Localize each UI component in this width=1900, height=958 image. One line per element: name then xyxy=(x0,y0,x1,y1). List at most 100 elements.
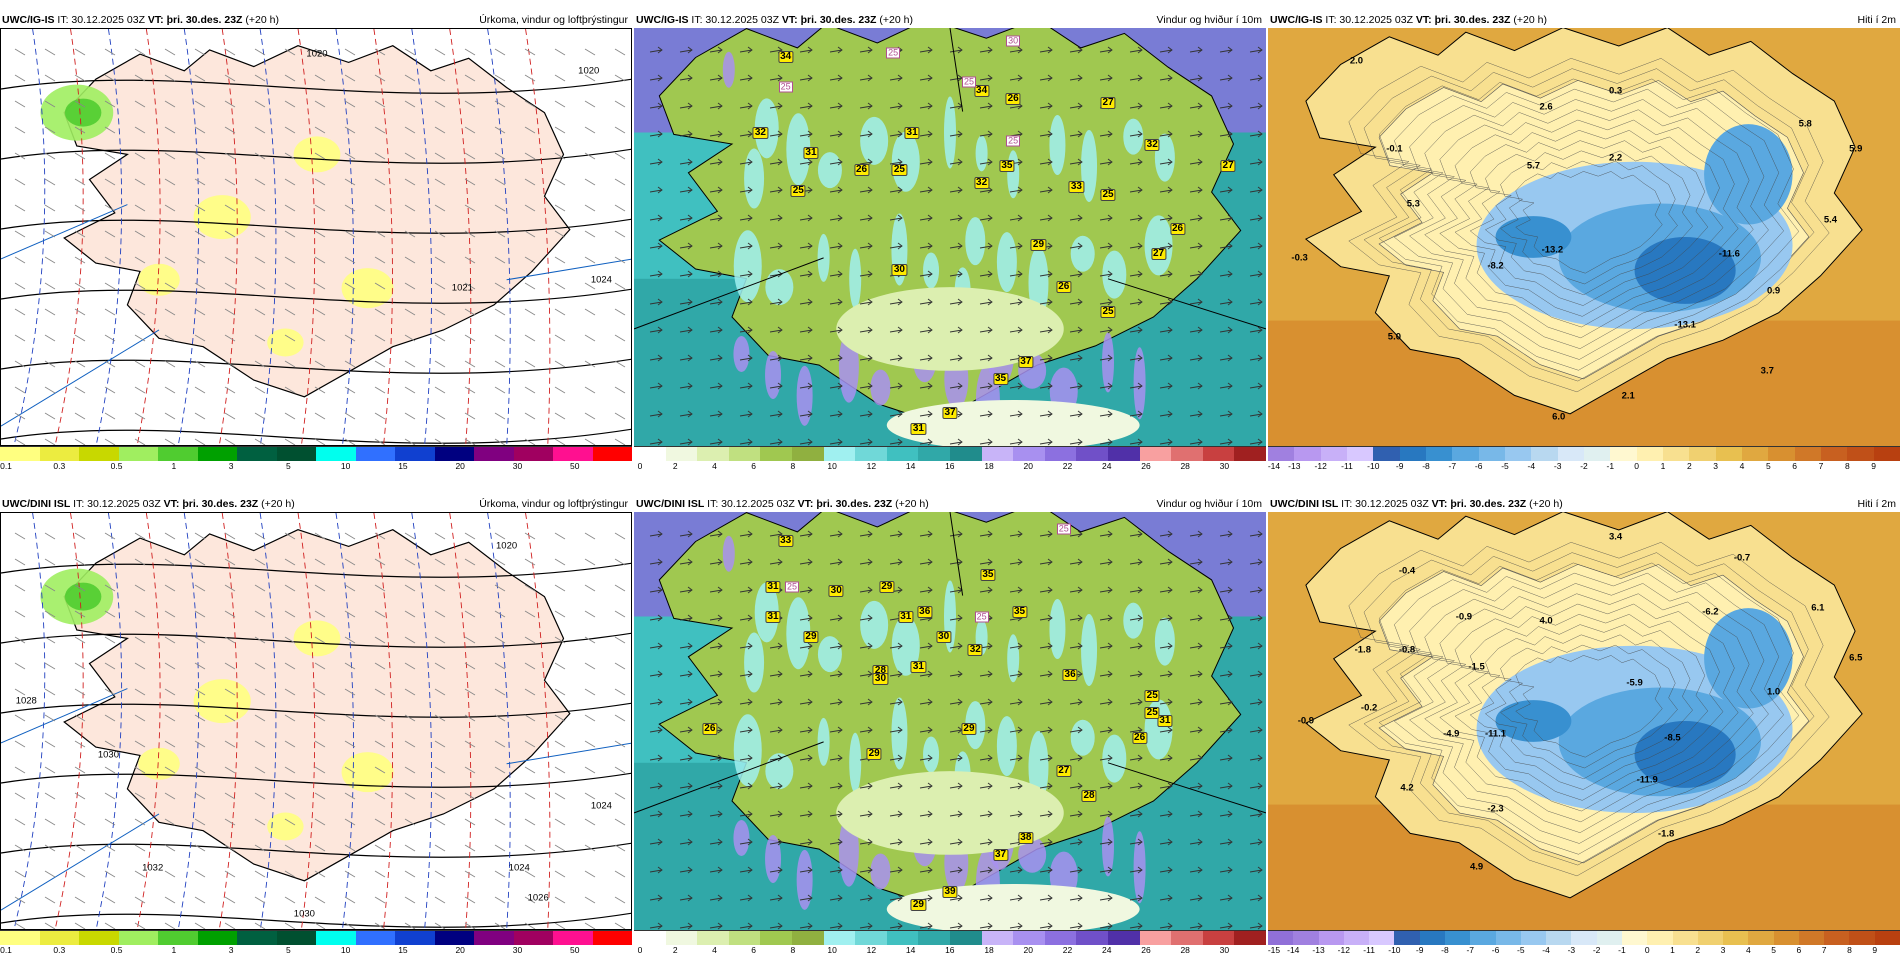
colorbar-swatch xyxy=(665,931,698,945)
colorbar-tick: -4 xyxy=(1527,461,1536,471)
colorbar-swatch xyxy=(1293,931,1319,945)
contour-label: 25 xyxy=(778,81,793,93)
colorbar-swatch xyxy=(1610,447,1637,461)
colorbar-tick: 4 xyxy=(1745,945,1751,955)
map-canvas xyxy=(1,29,631,445)
gust-label: 37 xyxy=(992,848,1009,861)
header-header_lead: (+20 h) xyxy=(1529,498,1563,510)
colorbar-swatch xyxy=(634,447,666,461)
isobar-label: 1020 xyxy=(578,65,600,77)
colorbar-swatch xyxy=(0,931,40,945)
temperature-label: 4.0 xyxy=(1539,615,1553,627)
map-area[interactable]: 34 32 31 25 26 25 31 34 26 27 32 27 35 32 33 25 30 29 26 27… xyxy=(634,28,1266,446)
colorbar-swatch xyxy=(1369,931,1395,945)
colorbar-swatch xyxy=(918,447,950,461)
panel-p3: UWC/IG-IS IT: 30.12.2025 03Z VT: þri. 30… xyxy=(1268,12,1900,474)
colorbar-swatch xyxy=(316,931,356,945)
colorbar-tick: 0.5 xyxy=(110,461,123,471)
header-header_vt_label: VT: xyxy=(797,498,814,510)
colorbar-tick: 22 xyxy=(1062,461,1073,471)
colorbar-tick: -11 xyxy=(1341,461,1353,471)
contour-label: 25 xyxy=(974,611,989,622)
gust-label: 29 xyxy=(866,748,882,761)
temperature-label: -11.9 xyxy=(1636,774,1658,786)
temperature-label: 6.1 xyxy=(1811,602,1825,614)
colorbar-swatch xyxy=(697,931,729,945)
colorbar-tick: 26 xyxy=(1141,945,1151,955)
colorbar-tick: 2 xyxy=(672,461,678,471)
colorbar-tick: 3 xyxy=(1713,461,1719,471)
temperature-label: -4.9 xyxy=(1443,728,1460,740)
field-title: Vindur og hviður í 10m xyxy=(1156,498,1262,510)
header-header_vt_label: VT: xyxy=(1431,498,1448,510)
colorbar-tick: 18 xyxy=(984,461,994,471)
temperature-label: 1.0 xyxy=(1766,686,1781,698)
gust-label: 36 xyxy=(917,606,933,619)
temperature-label: -0.7 xyxy=(1733,552,1751,564)
gust-label: 31 xyxy=(904,126,920,139)
colorbar-swatch xyxy=(1399,447,1426,461)
colorbar-swatch xyxy=(434,931,474,945)
colorbar-tick: 15 xyxy=(398,461,408,471)
temperature-label: 3.4 xyxy=(1608,531,1623,543)
colorbar-tick: 20 xyxy=(1023,461,1033,471)
gust-label: 26 xyxy=(853,164,870,177)
map-canvas xyxy=(1268,28,1900,446)
map-area[interactable]: 1020 1020 1024 1021 xyxy=(0,28,632,446)
colorbar-tick: -7 xyxy=(1466,945,1475,955)
colorbar-tick: 7 xyxy=(1821,945,1827,955)
colorbar-swatch xyxy=(118,447,158,461)
colorbar-tick: 10 xyxy=(340,461,351,471)
temperature-label: -5.9 xyxy=(1626,677,1643,689)
field-title: Vindur og hviður í 10m xyxy=(1156,14,1262,26)
gust-label: 35 xyxy=(980,568,996,581)
run-info: UWC/DINI ISL IT: 30.12.2025 03Z VT: þri.… xyxy=(1270,496,1563,512)
gust-label: 31 xyxy=(1157,715,1173,727)
colorbar-swatch xyxy=(1820,447,1848,461)
colorbar-tick: -12 xyxy=(1314,461,1327,471)
colorbar-swatch xyxy=(197,447,237,461)
gust-label: 31 xyxy=(765,581,781,594)
colorbar-swatch xyxy=(886,447,919,461)
map-area[interactable]: 3.4 -0.4 -0.7 -0.9 4.0 -6.2 6.1 -1.8 -0.8 -1.5 6.5… xyxy=(1268,512,1900,930)
contour-label: 30 xyxy=(1006,35,1021,47)
colorbar-swatch xyxy=(1504,447,1532,461)
colorbar-swatch xyxy=(1520,931,1547,945)
colorbar-tick: 18 xyxy=(984,945,994,955)
colorbar-swatch xyxy=(981,447,1014,461)
colorbar-swatch xyxy=(79,447,119,461)
gust-label: 26 xyxy=(1132,731,1148,744)
colorbar-swatch xyxy=(1013,931,1045,945)
gust-label: 27 xyxy=(1150,247,1167,260)
header-header_lead: (+20 h) xyxy=(245,14,279,26)
colorbar-tick: 7 xyxy=(1818,461,1824,471)
colorbar-tick: 1 xyxy=(1660,461,1666,471)
colorbar-swatch xyxy=(1697,931,1724,945)
colorbar-swatch xyxy=(1268,447,1295,461)
colorbar-swatch xyxy=(1847,447,1874,461)
colorbar-ticks: 0.1 0.3 0.5 1 3 5 10 15 20 30 50 xyxy=(0,945,632,955)
colorbar-tick: 30 xyxy=(512,945,523,955)
header-header_it: IT: 30.12.2025 03Z xyxy=(707,498,795,510)
colorbar-swatch xyxy=(760,931,792,945)
gust-label: 25 xyxy=(891,164,907,177)
map-area[interactable]: 33 31 31 30 29 29 31 35 35 36 32 30 28 31 30 36 25 31 25 26… xyxy=(634,512,1266,930)
colorbar-swatch xyxy=(855,447,887,461)
colorbar-swatch xyxy=(355,447,395,461)
run-info: UWC/IG-IS IT: 30.12.2025 03Z VT: þri. 30… xyxy=(636,12,913,28)
isobar-label: 1024 xyxy=(590,274,612,286)
colorbar-swatch xyxy=(1425,447,1453,461)
colorbar-tick: 14 xyxy=(905,945,916,955)
map-area[interactable]: 1020 1028 1030 1024 1026 1032 1030 1024 xyxy=(0,512,632,930)
map-area[interactable]: 2.0 -0.1 0.3 2.6 5.8 5.9 5.7 2.2 5.3 5.4 -0.3 -13.2… xyxy=(1268,28,1900,446)
gust-label: 26 xyxy=(1005,93,1021,106)
gust-label: 29 xyxy=(879,581,895,594)
colorbar-swatch xyxy=(1346,447,1374,461)
temperature-label: 5.8 xyxy=(1798,118,1812,130)
colorbar-tick: -15 xyxy=(1267,945,1281,955)
colorbar-tick: -5 xyxy=(1501,461,1509,471)
temperature-label: 2.6 xyxy=(1539,101,1553,113)
colorbar-swatch xyxy=(1557,447,1584,461)
map-canvas xyxy=(634,28,1266,446)
colorbar-tick: 22 xyxy=(1062,945,1073,955)
